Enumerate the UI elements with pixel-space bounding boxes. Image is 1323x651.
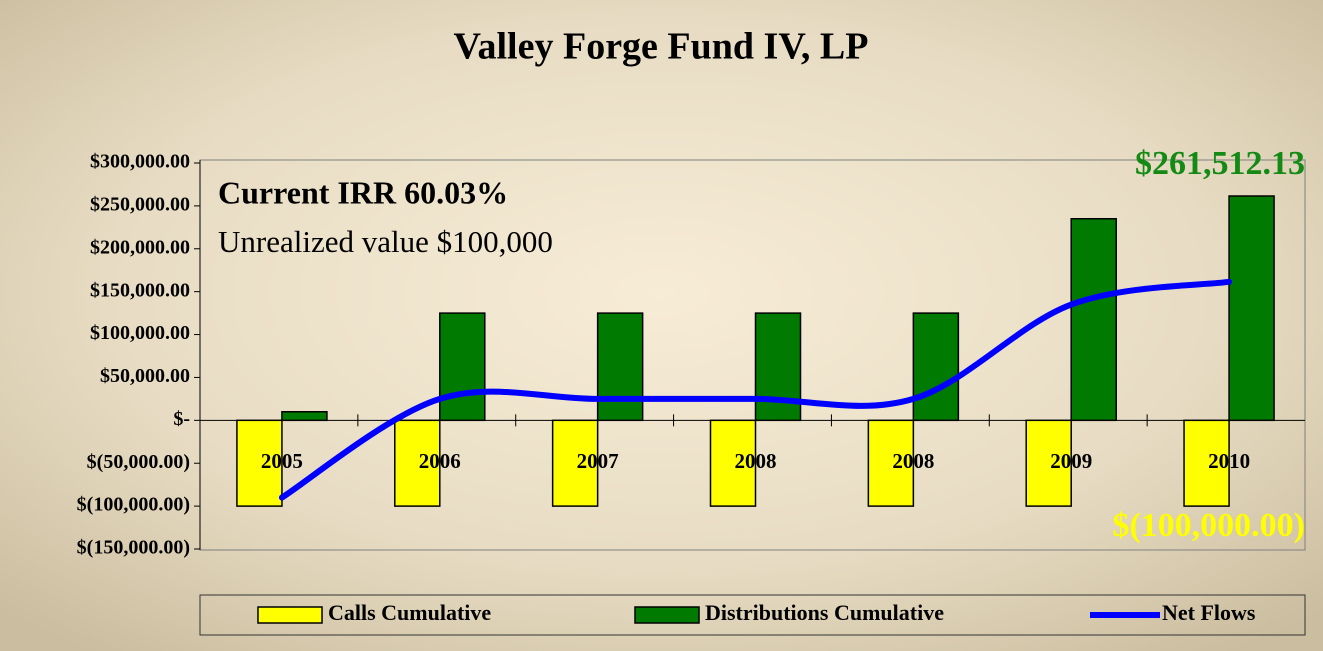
bar — [1183, 419, 1230, 507]
x-tick-label: 2008 — [735, 449, 777, 473]
y-tick-label: $250,000.00 — [90, 193, 190, 215]
bar — [1228, 195, 1275, 422]
annotation: Unrealized value $100,000 — [218, 224, 553, 259]
y-tick-label: $(50,000.00) — [87, 451, 190, 473]
data-label: $(100,000.00) — [1112, 507, 1305, 544]
legend-swatch — [634, 606, 700, 624]
legend-label: Distributions Cumulative — [705, 600, 944, 625]
x-tick-label: 2005 — [261, 449, 303, 473]
y-tick-label: $(100,000.00) — [77, 494, 190, 516]
bar — [394, 419, 441, 507]
legend — [199, 594, 1306, 636]
bar — [596, 312, 644, 422]
bar — [912, 312, 960, 422]
y-tick-label: $100,000.00 — [90, 322, 190, 344]
bar — [709, 419, 757, 507]
bar — [754, 312, 802, 422]
annotation: Current IRR 60.03% — [218, 174, 508, 210]
y-tick-label: $300,000.00 — [90, 151, 190, 173]
y-tick-label: $150,000.00 — [90, 279, 190, 301]
chart-title: Valley Forge Fund IV, LP — [454, 26, 869, 68]
y-tick-label: $50,000.00 — [100, 365, 190, 387]
bar — [236, 419, 283, 507]
x-tick-label: 2010 — [1208, 449, 1250, 473]
data-label: $261,512.13 — [1135, 145, 1305, 182]
x-tick-label: 2007 — [577, 449, 619, 473]
x-tick-label: 2006 — [419, 449, 461, 473]
legend-label: Net Flows — [1162, 600, 1256, 625]
bar — [551, 419, 599, 507]
bar — [1025, 419, 1072, 507]
bar — [867, 419, 915, 507]
bar — [281, 411, 328, 422]
x-tick-label: 2009 — [1050, 449, 1092, 473]
y-tick-label: $- — [173, 408, 190, 430]
y-tick-label: $(150,000.00) — [77, 537, 190, 559]
line — [278, 278, 1233, 501]
bar — [1070, 218, 1117, 422]
y-tick-label: $200,000.00 — [90, 236, 190, 258]
legend-swatch — [257, 606, 323, 624]
bar — [439, 312, 486, 422]
legend-label: Calls Cumulative — [328, 600, 491, 625]
x-tick-label: 2008 — [892, 449, 934, 473]
